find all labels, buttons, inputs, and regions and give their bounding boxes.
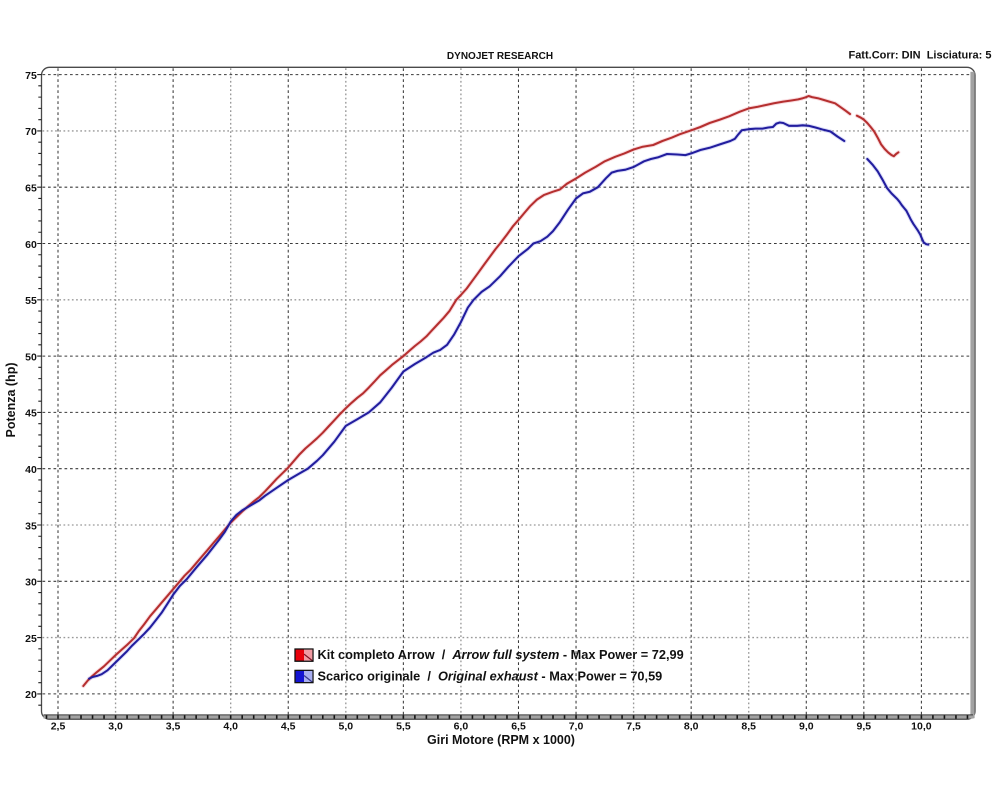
svg-text:20: 20 (25, 689, 37, 701)
svg-text:5,5: 5,5 (396, 721, 411, 733)
svg-text:70: 70 (25, 126, 37, 138)
svg-text:8,5: 8,5 (741, 721, 756, 733)
svg-text:Giri Motore (RPM x 1000): Giri Motore (RPM x 1000) (427, 733, 575, 747)
svg-text:9,5: 9,5 (856, 721, 871, 733)
svg-text:Scarico originale / Original: Scarico originale / Original exhaust - M… (318, 669, 663, 684)
svg-text:3,5: 3,5 (166, 721, 181, 733)
svg-text:10,0: 10,0 (911, 721, 932, 733)
svg-text:75: 75 (25, 70, 37, 82)
svg-text:Fatt.Corr: DIN Lisciatura: 5: Fatt.Corr: DIN Lisciatura: 5 (848, 50, 991, 62)
svg-text:4,5: 4,5 (281, 721, 296, 733)
svg-text:DYNOJET RESEARCH: DYNOJET RESEARCH (447, 51, 553, 62)
svg-text:9,0: 9,0 (799, 721, 814, 733)
svg-text:50: 50 (25, 351, 37, 363)
svg-text:30: 30 (25, 577, 37, 589)
svg-text:2,5: 2,5 (51, 721, 66, 733)
svg-text:65: 65 (25, 183, 37, 195)
svg-text:6,5: 6,5 (511, 721, 526, 733)
svg-text:60: 60 (25, 239, 37, 251)
svg-text:3,0: 3,0 (108, 721, 123, 733)
svg-text:Potenza (hp): Potenza (hp) (4, 363, 18, 438)
svg-text:4,0: 4,0 (223, 721, 238, 733)
svg-text:Kit completo Arrow / Arrow f: Kit completo Arrow / Arrow full system -… (318, 647, 684, 662)
svg-text:40: 40 (25, 464, 37, 476)
svg-text:45: 45 (25, 408, 37, 420)
svg-text:8,0: 8,0 (684, 721, 699, 733)
svg-text:25: 25 (25, 633, 37, 645)
svg-text:7,5: 7,5 (626, 721, 641, 733)
svg-text:6,0: 6,0 (454, 721, 469, 733)
svg-text:7,0: 7,0 (569, 721, 584, 733)
svg-text:5,0: 5,0 (338, 721, 353, 733)
svg-text:55: 55 (25, 295, 37, 307)
svg-text:35: 35 (25, 520, 37, 532)
